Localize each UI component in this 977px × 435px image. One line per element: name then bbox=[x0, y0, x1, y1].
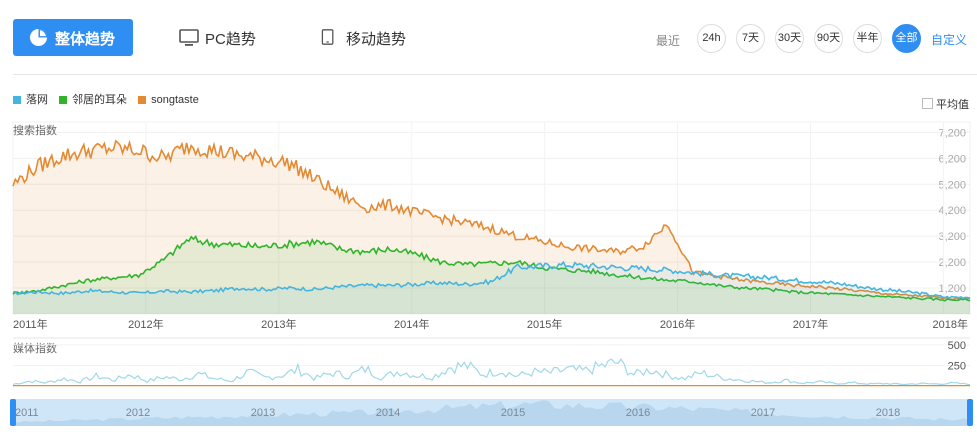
x-tick-label: 2015年 bbox=[527, 317, 562, 331]
tab-overall-label: 整体趋势 bbox=[55, 31, 116, 48]
navigator-handle-right[interactable] bbox=[967, 399, 973, 426]
series-line-songtaste bbox=[12, 139, 971, 301]
media-y-tick-label: 500 bbox=[948, 340, 966, 352]
series-area-luowang bbox=[13, 262, 970, 314]
y-tick-label: 7,200 bbox=[938, 127, 966, 139]
media-y-tick-label: 250 bbox=[948, 360, 966, 372]
range-30d-button[interactable]: 30天 bbox=[775, 24, 804, 53]
x-tick-label: 2014年 bbox=[394, 317, 429, 331]
legend-item-luowang[interactable]: 落网 bbox=[13, 91, 48, 107]
y-tick-label: 5,200 bbox=[938, 179, 966, 191]
y-tick-label: 6,200 bbox=[938, 153, 966, 165]
range-7d-button[interactable]: 7天 bbox=[736, 24, 765, 53]
average-toggle[interactable]: 平均值 bbox=[922, 96, 969, 112]
average-checkbox[interactable] bbox=[922, 98, 933, 109]
legend-swatch bbox=[13, 96, 21, 104]
legend-item-linju[interactable]: 邻居的耳朵 bbox=[59, 91, 127, 107]
navigator-year-label: 2013 bbox=[251, 407, 275, 419]
mobile-phone-icon bbox=[321, 29, 334, 45]
chart-legend: 落网 邻居的耳朵 songtaste bbox=[13, 91, 207, 107]
navigator-year-label: 2014 bbox=[376, 407, 400, 419]
navigator-year-label: 2018 bbox=[876, 407, 900, 419]
tab-overall-trend[interactable]: 整体趋势 bbox=[13, 19, 133, 56]
navigator-area bbox=[13, 400, 970, 426]
media-line-luowang bbox=[12, 358, 971, 386]
toolbar-divider bbox=[13, 74, 977, 75]
legend-swatch bbox=[59, 96, 68, 104]
y-tick-label: 4,200 bbox=[938, 205, 966, 217]
custom-range-link[interactable]: 自定义 bbox=[931, 33, 968, 47]
x-tick-label: 2011年 bbox=[13, 317, 48, 331]
y-tick-label: 2,200 bbox=[938, 257, 966, 269]
legend-item-songtaste[interactable]: songtaste bbox=[138, 94, 199, 106]
series-area-songtaste bbox=[13, 140, 970, 314]
tab-pc-trend[interactable]: PC趋势 bbox=[179, 19, 269, 56]
series-area-linju bbox=[13, 236, 970, 314]
navigator-year-label: 2012 bbox=[126, 407, 150, 419]
x-tick-label: 2017年 bbox=[793, 317, 828, 331]
search-index-title: 搜索指数 bbox=[13, 123, 57, 137]
y-tick-label: 3,200 bbox=[938, 231, 966, 243]
range-all-button[interactable]: 全部 bbox=[892, 24, 921, 53]
tab-pc-label: PC趋势 bbox=[205, 31, 256, 48]
media-index-title: 媒体指数 bbox=[13, 341, 57, 355]
tab-mobile-label: 移动趋势 bbox=[346, 31, 407, 48]
x-tick-label: 2018年 bbox=[933, 317, 968, 331]
range-half-year-button[interactable]: 半年 bbox=[853, 24, 882, 53]
series-line-luowang bbox=[12, 260, 971, 300]
navigator-handle-left[interactable] bbox=[10, 399, 16, 426]
navigator-year-label: 2015 bbox=[501, 407, 525, 419]
y-tick-label: 1,200 bbox=[938, 283, 966, 295]
top-toolbar: 整体趋势 PC趋势 移动趋势 最近 24h 7天 30天 90天 半年 全部 自… bbox=[0, 0, 977, 75]
navigator-year-label: 2016 bbox=[626, 407, 650, 419]
navigator-year-label: 2017 bbox=[751, 407, 775, 419]
x-tick-label: 2012年 bbox=[128, 317, 163, 331]
pie-chart-icon bbox=[29, 28, 48, 47]
monitor-icon bbox=[179, 29, 199, 46]
legend-swatch bbox=[138, 96, 147, 104]
series-line-linju bbox=[12, 235, 971, 302]
tab-mobile-trend[interactable]: 移动趋势 bbox=[320, 19, 415, 56]
range-90d-button[interactable]: 90天 bbox=[814, 24, 843, 53]
x-tick-label: 2013年 bbox=[261, 317, 296, 331]
average-label: 平均值 bbox=[936, 99, 969, 111]
navigator-year-label: 2011 bbox=[15, 407, 39, 419]
range-label: 最近 bbox=[656, 34, 681, 48]
x-tick-label: 2016年 bbox=[660, 317, 695, 331]
range-24h-button[interactable]: 24h bbox=[697, 24, 726, 53]
